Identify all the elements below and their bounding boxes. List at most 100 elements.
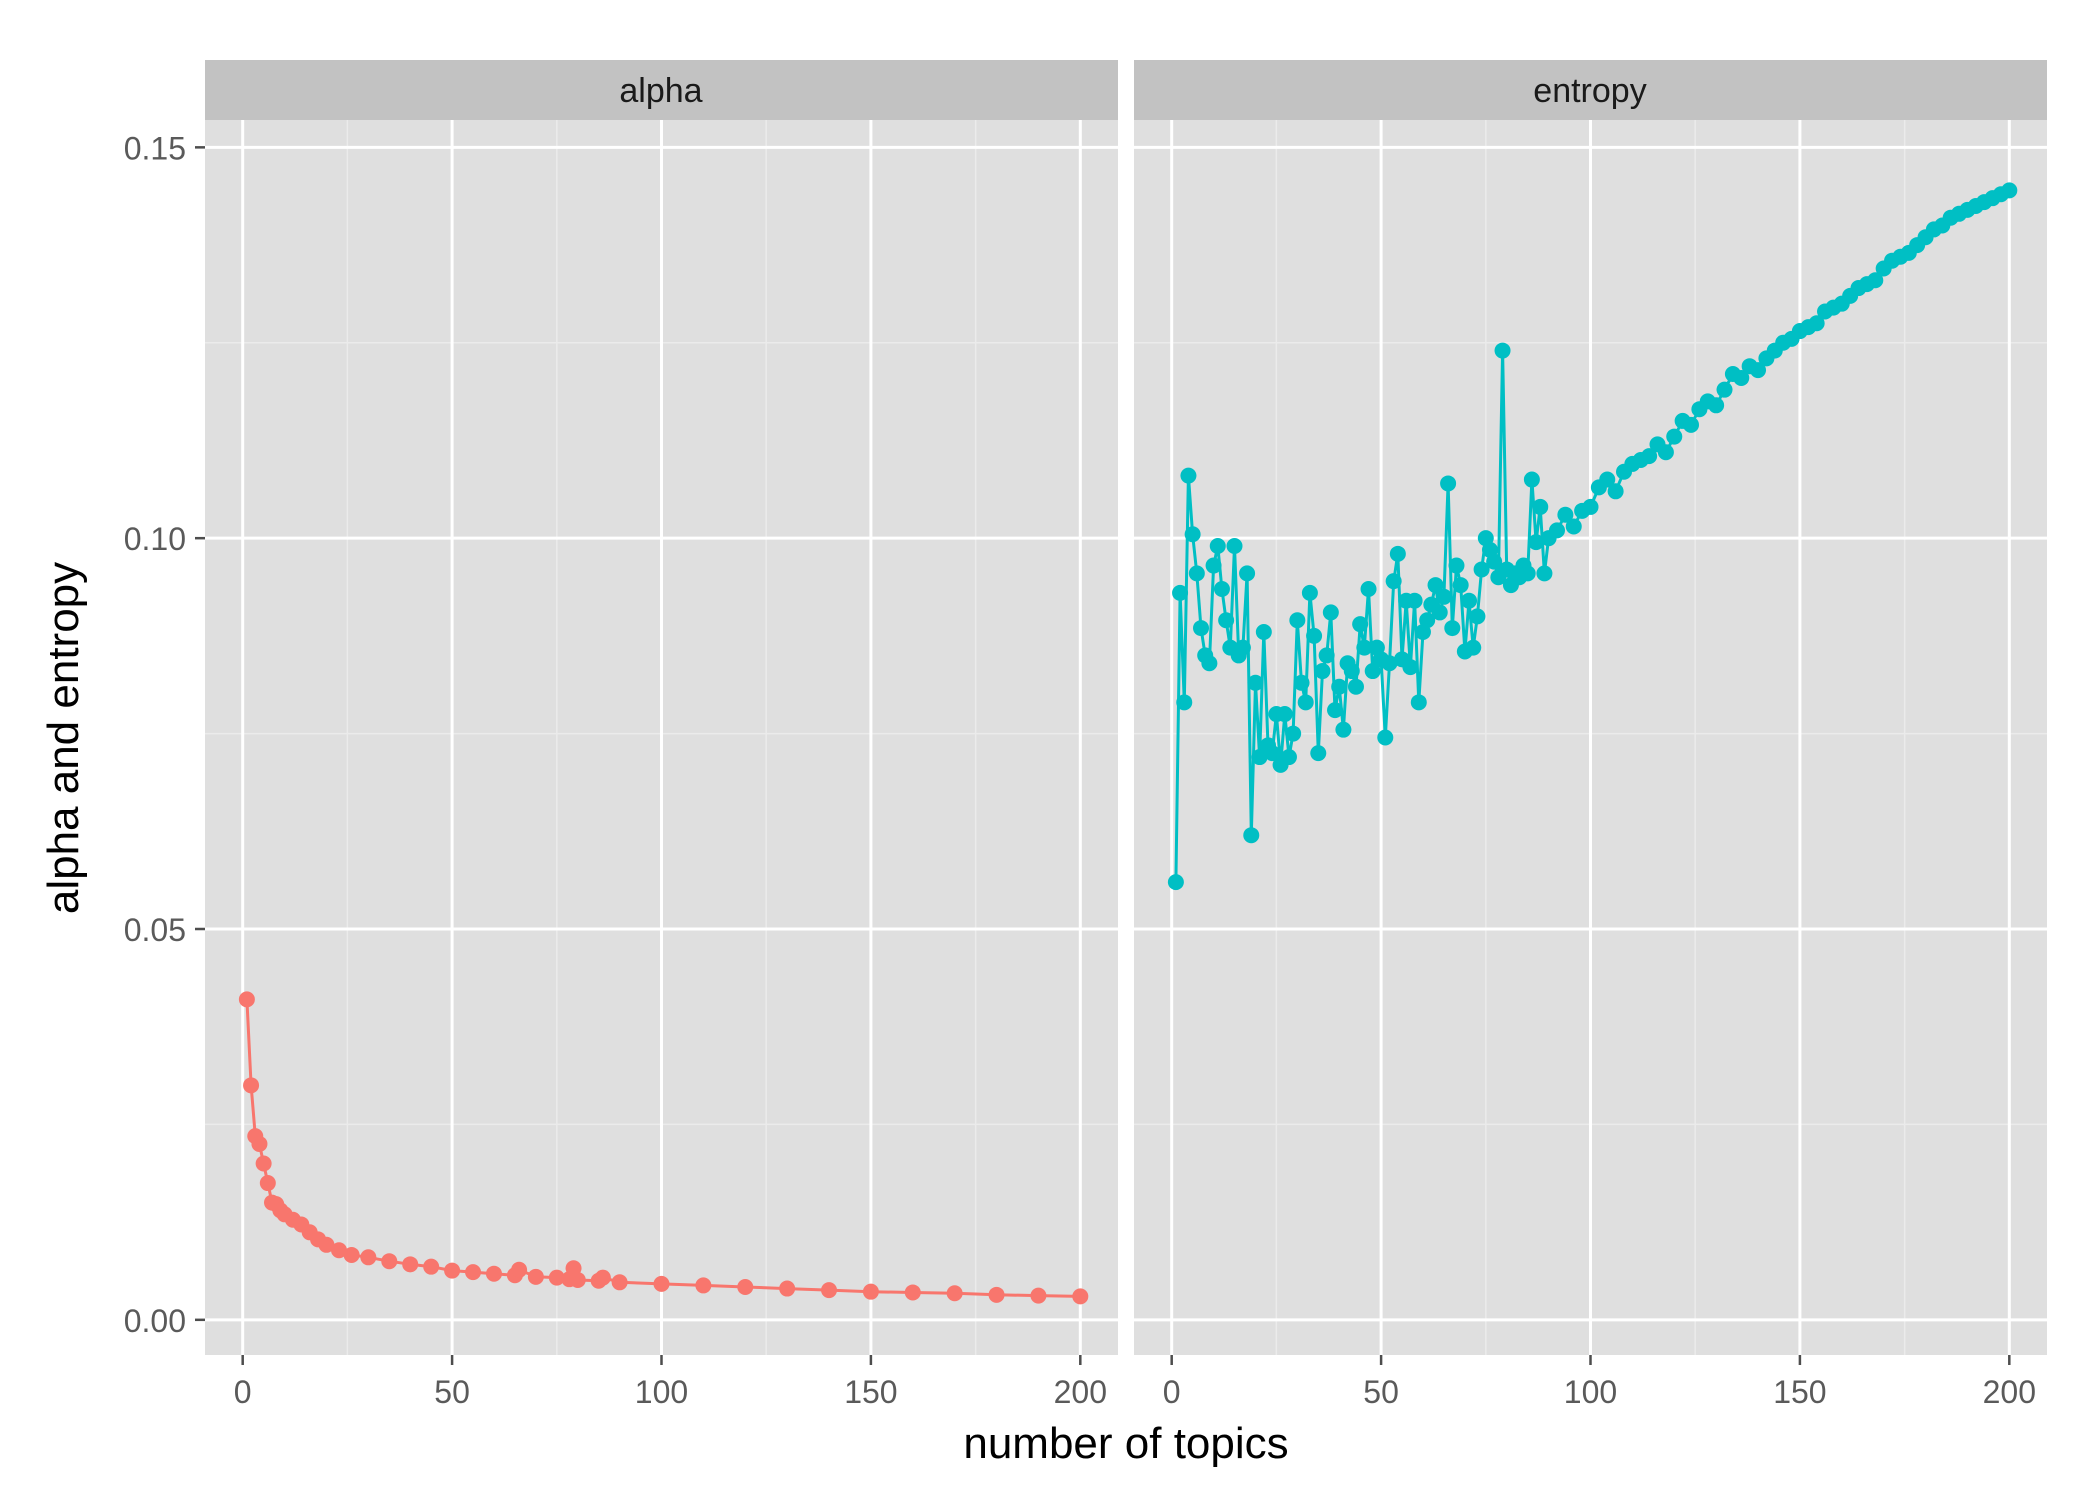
- strip-label-entropy: entropy: [1533, 72, 1646, 110]
- data-point: [1255, 623, 1272, 640]
- series-entropy: [1167, 182, 2018, 891]
- data-point: [1264, 745, 1281, 762]
- data-point: [1448, 557, 1465, 574]
- x-tick-label: 0: [234, 1374, 252, 1410]
- data-point: [737, 1278, 754, 1295]
- data-point: [1226, 537, 1243, 554]
- data-point: [1289, 612, 1306, 629]
- data-point: [402, 1256, 419, 1273]
- data-point: [1188, 565, 1205, 582]
- data-point: [1201, 655, 1218, 672]
- data-point: [238, 991, 255, 1008]
- data-point: [1167, 874, 1184, 891]
- data-point: [695, 1277, 712, 1294]
- data-point: [1322, 604, 1339, 621]
- data-point: [1205, 557, 1222, 574]
- data-point: [1548, 522, 1565, 539]
- data-point: [1218, 612, 1235, 629]
- strip-alpha: [205, 60, 1118, 120]
- data-point: [1209, 537, 1226, 554]
- data-point: [1532, 498, 1549, 515]
- data-point: [1364, 663, 1381, 680]
- data-point: [1641, 448, 1658, 465]
- x-axis-title: number of topics: [963, 1419, 1288, 1468]
- data-point: [1347, 678, 1364, 695]
- data-point: [1251, 749, 1268, 766]
- data-point: [1708, 397, 1725, 414]
- panel-entropy: entropy: [1134, 60, 2047, 1355]
- data-point: [988, 1286, 1005, 1303]
- y-axis-title: alpha and entropy: [39, 562, 88, 914]
- strip-label-alpha: alpha: [619, 72, 702, 110]
- x-tick-label: 100: [635, 1374, 688, 1410]
- data-point: [1310, 745, 1327, 762]
- data-point: [1335, 721, 1352, 738]
- data-point: [1657, 444, 1674, 461]
- grid-alpha: [205, 120, 1118, 1355]
- data-point: [1247, 674, 1264, 691]
- data-point: [1565, 518, 1582, 535]
- data-point: [1469, 608, 1486, 625]
- x-axis-alpha: 0 50 100 150 200: [234, 1355, 1107, 1410]
- data-point: [1733, 369, 1750, 386]
- data-point: [1486, 553, 1503, 570]
- data-point: [1280, 749, 1297, 766]
- data-point: [1473, 561, 1490, 578]
- x-tick-label: 150: [844, 1374, 897, 1410]
- data-point: [1389, 545, 1406, 562]
- x-axis-entropy: 0 50 100 150 200: [1163, 1355, 2036, 1410]
- data-point: [862, 1283, 879, 1300]
- x-tick-label: 0: [1163, 1374, 1181, 1410]
- data-point: [1276, 706, 1293, 723]
- data-point: [1519, 565, 1536, 582]
- data-point: [1297, 694, 1314, 711]
- data-point: [1523, 471, 1540, 488]
- data-point: [1239, 565, 1256, 582]
- data-point: [360, 1249, 377, 1266]
- x-tick-label: 200: [1983, 1374, 2036, 1410]
- series-alpha: [238, 991, 1089, 1305]
- data-point: [1440, 475, 1457, 492]
- panel-alpha: alpha: [205, 60, 1118, 1355]
- data-point: [1410, 694, 1427, 711]
- data-point: [1427, 577, 1444, 594]
- data-point: [381, 1253, 398, 1270]
- data-point: [1234, 639, 1251, 656]
- data-point: [1419, 612, 1436, 629]
- x-tick-label: 150: [1773, 1374, 1826, 1410]
- data-point: [904, 1284, 921, 1301]
- y-tick-label: 0.00: [124, 1303, 186, 1339]
- x-tick-label: 100: [1564, 1374, 1617, 1410]
- data-point: [1306, 627, 1323, 644]
- data-point: [1406, 592, 1423, 609]
- data-point: [243, 1077, 260, 1094]
- data-point: [653, 1275, 670, 1292]
- data-point: [1213, 580, 1230, 597]
- data-point: [1683, 416, 1700, 433]
- data-point: [1607, 483, 1624, 500]
- y-axis: 0.00 0.05 0.10 0.15: [124, 130, 205, 1339]
- data-point: [1402, 659, 1419, 676]
- x-tick-label: 50: [434, 1374, 470, 1410]
- data-point: [1360, 580, 1377, 597]
- data-point: [946, 1285, 963, 1302]
- data-point: [1343, 663, 1360, 680]
- data-point: [1465, 639, 1482, 656]
- y-tick-label: 0.15: [124, 130, 186, 166]
- data-point: [1327, 702, 1344, 719]
- data-point: [1452, 577, 1469, 594]
- data-point: [1666, 428, 1683, 445]
- data-point: [1301, 584, 1318, 601]
- data-point: [594, 1269, 611, 1286]
- data-point: [1072, 1288, 1089, 1305]
- data-point: [1750, 362, 1767, 379]
- data-point: [527, 1268, 544, 1285]
- data-point: [1180, 467, 1197, 484]
- data-point: [318, 1236, 335, 1253]
- data-point: [569, 1271, 586, 1288]
- data-point: [1352, 616, 1369, 633]
- data-point: [1808, 315, 1825, 332]
- data-point: [1431, 604, 1448, 621]
- data-point: [1461, 592, 1478, 609]
